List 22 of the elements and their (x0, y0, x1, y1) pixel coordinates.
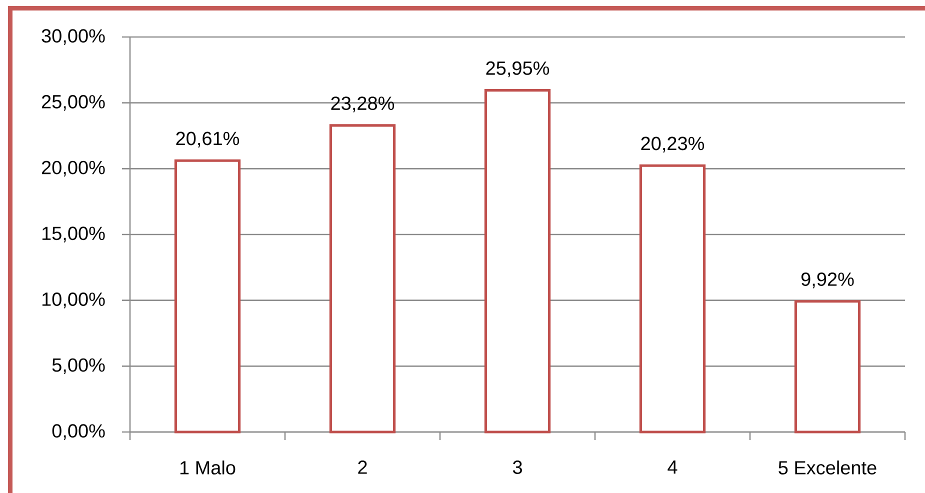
data-label: 20,23% (641, 136, 704, 152)
bar (484, 89, 551, 434)
bar (329, 124, 396, 434)
bar (174, 159, 241, 434)
data-label: 23,28% (331, 96, 394, 112)
x-tick-label: 2 (358, 460, 367, 474)
y-tick-label: 5,00% (52, 358, 105, 374)
y-tick-label: 0,00% (52, 424, 105, 440)
bar (639, 164, 706, 434)
bar (794, 300, 861, 434)
data-label: 20,61% (176, 132, 240, 148)
x-tick-label: 3 (512, 460, 522, 474)
x-tick-label: 5 Excelente (778, 460, 876, 474)
x-tick-label: 1 Malo (180, 460, 236, 474)
y-tick-label: 10,00% (42, 292, 105, 308)
y-tick-label: 20,00% (42, 160, 105, 177)
y-tick-label: 15,00% (42, 226, 105, 242)
x-tick-label: 4 (668, 460, 678, 474)
data-label: 25,95% (486, 61, 550, 78)
y-tick-label: 30,00% (42, 29, 105, 45)
y-tick-label: 25,00% (42, 94, 105, 111)
data-label: 9,92% (801, 272, 854, 288)
